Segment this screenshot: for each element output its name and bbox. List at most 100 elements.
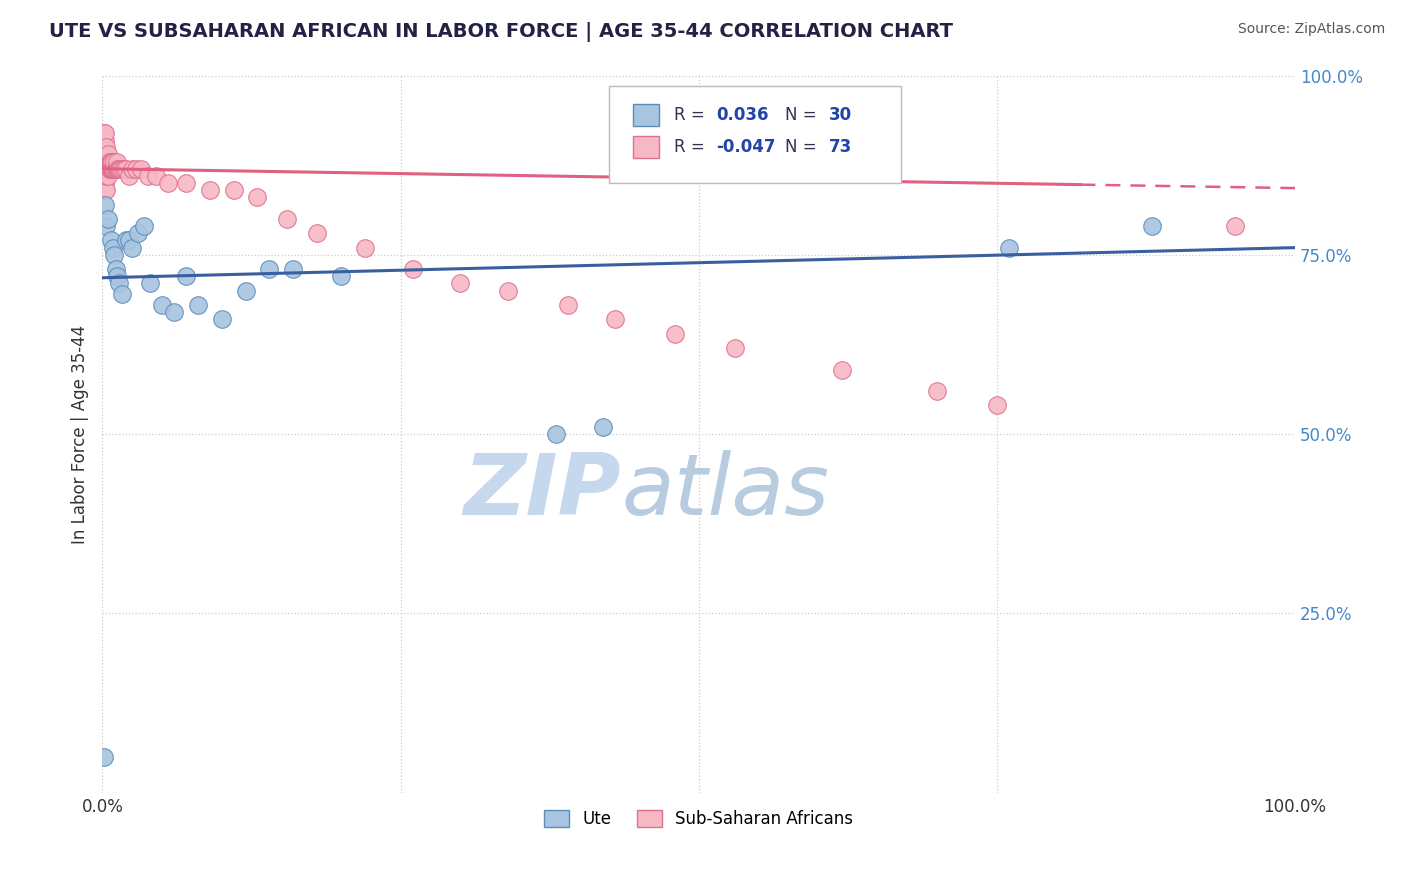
Point: [94, 161, 117, 176]
Point: [145, 169, 167, 183]
Point: [401, 262, 423, 277]
Point: [259, 262, 281, 277]
Point: [198, 183, 221, 197]
Point: [101, 161, 124, 176]
Text: UTE VS SUBSAHARAN AFRICAN IN LABOR FORCE | AGE 35-44 CORRELATION CHART: UTE VS SUBSAHARAN AFRICAN IN LABOR FORCE…: [49, 22, 953, 42]
Point: [93, 140, 115, 154]
Point: [103, 248, 125, 262]
Point: [110, 161, 132, 176]
Point: [118, 234, 141, 248]
Point: [94, 140, 117, 154]
Point: [157, 176, 180, 190]
Point: [93, 126, 115, 140]
Point: [94, 197, 117, 211]
Point: [115, 161, 138, 176]
Point: [997, 241, 1019, 255]
Point: [329, 269, 352, 284]
Text: 0.036: 0.036: [717, 106, 769, 124]
Point: [93, 161, 115, 176]
Point: [115, 234, 138, 248]
Point: [105, 269, 128, 284]
Point: [110, 161, 132, 176]
Point: [97, 161, 120, 176]
Point: [150, 298, 173, 312]
Point: [94, 183, 117, 197]
Point: [98, 161, 121, 176]
Point: [94, 154, 117, 169]
Point: [118, 169, 141, 183]
Point: [104, 161, 127, 176]
Point: [112, 161, 135, 176]
Y-axis label: In Labor Force | Age 35-44: In Labor Force | Age 35-44: [72, 325, 89, 543]
Point: [134, 219, 156, 233]
Point: [100, 154, 122, 169]
Bar: [633, 104, 659, 126]
Point: [211, 312, 233, 326]
Point: [163, 305, 186, 319]
Text: N =: N =: [785, 138, 821, 156]
Point: [108, 161, 131, 176]
Point: [100, 234, 122, 248]
Point: [93, 183, 115, 197]
Point: [104, 262, 127, 277]
Point: [108, 277, 131, 291]
Point: [93, 161, 115, 176]
Point: [723, 341, 745, 355]
Point: [110, 287, 132, 301]
Point: [98, 161, 121, 176]
Point: [105, 161, 128, 176]
Point: [129, 161, 152, 176]
Point: [986, 398, 1008, 412]
Point: [276, 211, 298, 226]
Point: [101, 161, 124, 176]
Point: [283, 262, 305, 277]
Point: [100, 161, 122, 176]
Point: [103, 161, 125, 176]
Point: [187, 298, 209, 312]
Point: [592, 420, 614, 434]
Point: [101, 161, 124, 176]
Point: [1140, 219, 1163, 233]
Point: [139, 277, 162, 291]
Bar: [633, 136, 659, 158]
Text: R =: R =: [673, 138, 710, 156]
Point: [94, 126, 117, 140]
Text: Source: ZipAtlas.com: Source: ZipAtlas.com: [1237, 22, 1385, 37]
Point: [174, 176, 197, 190]
Point: [104, 161, 127, 176]
Point: [98, 154, 121, 169]
Point: [222, 183, 245, 197]
Point: [96, 161, 118, 176]
Point: [121, 161, 143, 176]
Point: [94, 154, 117, 169]
Point: [127, 227, 149, 241]
Point: [96, 161, 118, 176]
Point: [94, 161, 117, 176]
Point: [97, 154, 120, 169]
Point: [235, 284, 257, 298]
Point: [246, 190, 269, 204]
Point: [97, 169, 120, 183]
Text: atlas: atlas: [621, 450, 830, 533]
Point: [97, 211, 120, 226]
Text: ZIP: ZIP: [464, 450, 621, 533]
Point: [94, 183, 117, 197]
Point: [664, 326, 686, 341]
Point: [831, 362, 853, 376]
Point: [307, 227, 329, 241]
Point: [927, 384, 949, 398]
Legend: Ute, Sub-Saharan Africans: Ute, Sub-Saharan Africans: [537, 803, 859, 835]
Point: [353, 241, 375, 255]
Point: [97, 147, 120, 161]
FancyBboxPatch shape: [609, 87, 901, 183]
Point: [105, 154, 128, 169]
Point: [101, 161, 124, 176]
Point: [107, 161, 129, 176]
Text: 73: 73: [828, 138, 852, 156]
Point: [94, 133, 117, 147]
Point: [96, 154, 118, 169]
Point: [93, 749, 115, 764]
Point: [100, 154, 122, 169]
Point: [1225, 219, 1247, 233]
Point: [101, 241, 124, 255]
